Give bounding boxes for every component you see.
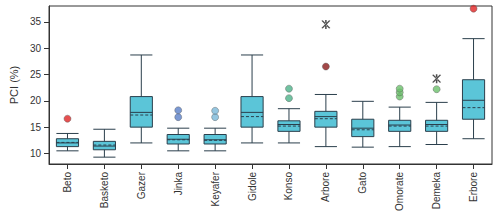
svg-text:Omorate: Omorate bbox=[394, 172, 405, 211]
svg-text:15: 15 bbox=[30, 122, 42, 133]
svg-text:35: 35 bbox=[30, 16, 42, 27]
svg-text:Konso: Konso bbox=[283, 172, 294, 201]
svg-text:Arbore: Arbore bbox=[320, 172, 331, 202]
svg-text:Basketo: Basketo bbox=[99, 172, 110, 209]
svg-text:10: 10 bbox=[30, 148, 42, 159]
svg-text:25: 25 bbox=[30, 69, 42, 80]
svg-text:PCI (%): PCI (%) bbox=[8, 66, 20, 105]
svg-text:Erbore: Erbore bbox=[468, 172, 479, 202]
svg-text:Jinka: Jinka bbox=[173, 172, 184, 196]
svg-text:Gidole: Gidole bbox=[247, 172, 258, 201]
svg-text:30: 30 bbox=[30, 43, 42, 54]
svg-text:20: 20 bbox=[30, 95, 42, 106]
svg-text:Keyafer: Keyafer bbox=[210, 171, 221, 206]
svg-text:Gato: Gato bbox=[357, 172, 368, 194]
svg-text:Demeka: Demeka bbox=[431, 172, 442, 210]
svg-text:Gazer: Gazer bbox=[136, 171, 147, 199]
svg-text:Beto: Beto bbox=[62, 172, 73, 193]
